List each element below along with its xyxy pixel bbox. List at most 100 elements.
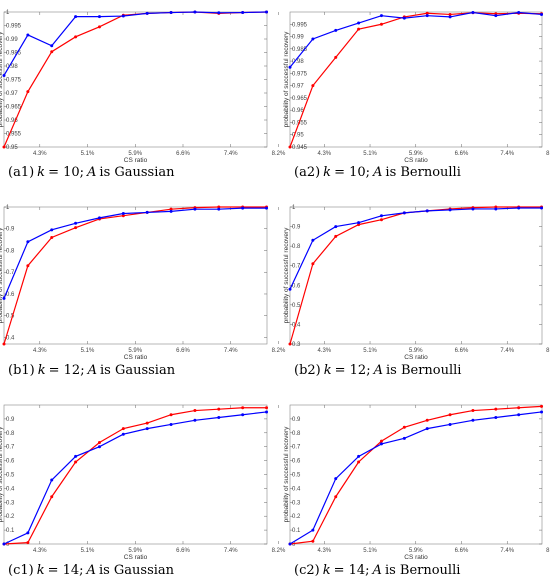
y-tick-label: 0.9 [6, 227, 15, 233]
caption-k_value: = 12; [49, 363, 85, 378]
data-point [74, 221, 78, 225]
data-point [145, 427, 149, 431]
y-tick-label: 0.6 [6, 292, 15, 298]
y-tick-label: 0.96 [292, 108, 304, 114]
data-point [50, 478, 54, 482]
data-point [448, 208, 452, 212]
caption-k_value: = 14; [48, 563, 84, 578]
data-point [169, 11, 173, 15]
y-tick-label: 0.1 [292, 528, 301, 534]
series-line-red [3, 206, 267, 345]
caption-k_value: = 10; [334, 165, 370, 180]
series-line-blue [3, 207, 267, 299]
data-point [288, 542, 292, 546]
data-point [169, 413, 173, 417]
data-point [50, 228, 54, 232]
y-tick-label: 0.965 [6, 105, 22, 111]
data-point [217, 207, 221, 211]
y-tick-label: 1 [6, 10, 10, 16]
y-tick-label: 0 [6, 542, 10, 548]
data-point [540, 206, 544, 210]
data-point [425, 11, 429, 15]
data-point [357, 460, 361, 464]
y-tick-label: 0.98 [6, 64, 18, 70]
caption-label: (a2) [294, 165, 320, 180]
x-tick-label: 5.1% [363, 151, 377, 157]
data-point [217, 11, 221, 15]
y-tick-label: 0.2 [6, 514, 15, 520]
data-point [311, 238, 315, 242]
caption-rest: is Gaussian [99, 563, 175, 578]
caption-label: (a1) [8, 165, 34, 180]
plot-frame [3, 206, 268, 345]
data-point [471, 10, 475, 14]
y-tick-label: 0.9 [292, 225, 301, 231]
y-tick-label: 0.4 [292, 486, 301, 492]
y-axis-label: probability of successful recovery [0, 31, 4, 127]
data-point [311, 528, 315, 532]
panel-a2: 0.945 0.95 0.955 0.96 0.965 0.97 0.975 0.98 0.98… [283, 10, 550, 180]
data-point [50, 235, 54, 239]
panel-a1: 0.95 0.955 0.96 0.965 0.97 0.975 0.98 0.985 0.99… [0, 10, 286, 180]
data-point [448, 12, 452, 16]
data-point [50, 50, 54, 54]
y-tick-label: 1 [6, 205, 10, 211]
caption-k: k [323, 165, 331, 180]
y-tick-label: 0.5 [6, 314, 15, 320]
y-tick-label: 0.985 [292, 47, 308, 53]
data-point [494, 14, 498, 18]
y-tick-label: 0.97 [6, 91, 18, 97]
x-tick-label: 8.2% [546, 548, 550, 554]
y-tick-label: 0.8 [292, 244, 301, 250]
data-point [265, 406, 269, 410]
caption-A: A [86, 165, 96, 180]
data-point [357, 21, 361, 25]
x-axis-label: CS ratio [124, 157, 148, 164]
plot-frame [289, 206, 543, 345]
y-tick-label: 0.98 [292, 59, 304, 65]
data-point [311, 84, 315, 88]
data-point [265, 10, 269, 14]
data-point [193, 207, 197, 211]
data-point [288, 287, 292, 291]
series-line-blue [3, 411, 267, 545]
data-point [74, 454, 78, 458]
y-tick-label: 0.99 [6, 37, 18, 43]
data-point [311, 37, 315, 41]
caption-label: (c1) [8, 563, 34, 578]
data-point [517, 206, 521, 210]
data-point [494, 416, 498, 420]
data-point [471, 418, 475, 422]
caption-rest: is Bernoulli [385, 563, 460, 578]
data-point [193, 418, 197, 422]
data-point [169, 422, 173, 426]
y-tick-label: 0.8 [6, 431, 15, 437]
data-point [517, 10, 521, 14]
data-point [334, 28, 338, 32]
y-tick-label: 0.7 [292, 264, 301, 270]
y-tick-label: 0.4 [6, 335, 15, 341]
x-tick-label: 5.1% [81, 548, 95, 554]
x-tick-label: 4.3% [33, 151, 47, 157]
data-point [97, 15, 101, 19]
caption-k_value: = 14; [334, 563, 370, 578]
data-point [26, 531, 30, 535]
data-point [145, 421, 149, 425]
x-tick-label: 8.2% [546, 348, 550, 354]
caption-label: (c2) [294, 563, 320, 578]
x-tick-label: 8.2% [272, 151, 286, 157]
x-axis-label: CS ratio [404, 554, 428, 561]
data-point [241, 11, 245, 15]
x-tick-label: 4.3% [33, 348, 47, 354]
x-tick-label: 4.3% [33, 548, 47, 554]
x-tick-label: 6.6% [176, 348, 190, 354]
series-line-red [3, 407, 267, 545]
x-axis-label: CS ratio [124, 554, 148, 561]
data-point [217, 416, 221, 420]
data-point [121, 427, 125, 431]
x-tick-label: 5.9% [409, 151, 423, 157]
data-point [26, 240, 30, 244]
series-line-blue [289, 11, 542, 68]
